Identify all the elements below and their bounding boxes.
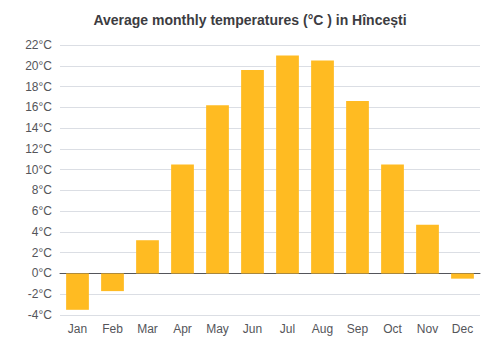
- svg-text:Apr: Apr: [173, 322, 192, 336]
- svg-text:Aug: Aug: [312, 322, 333, 336]
- svg-text:18°C: 18°C: [25, 80, 52, 94]
- svg-text:Sep: Sep: [347, 322, 369, 336]
- svg-text:Feb: Feb: [102, 322, 123, 336]
- svg-text:2°C: 2°C: [32, 246, 52, 260]
- svg-text:6°C: 6°C: [32, 204, 52, 218]
- svg-text:Oct: Oct: [383, 322, 402, 336]
- svg-text:20°C: 20°C: [25, 59, 52, 73]
- svg-text:14°C: 14°C: [25, 121, 52, 135]
- svg-text:Average monthly temperatures (: Average monthly temperatures (°C ) in Hî…: [93, 12, 406, 28]
- svg-text:4°C: 4°C: [32, 225, 52, 239]
- svg-text:0°C: 0°C: [32, 266, 52, 280]
- svg-text:Jul: Jul: [280, 322, 295, 336]
- svg-text:Jun: Jun: [243, 322, 262, 336]
- svg-text:16°C: 16°C: [25, 100, 52, 114]
- svg-text:Dec: Dec: [452, 322, 473, 336]
- svg-text:-4°C: -4°C: [28, 308, 52, 322]
- svg-text:Mar: Mar: [137, 322, 158, 336]
- svg-text:May: May: [206, 322, 229, 336]
- svg-text:Jan: Jan: [68, 322, 87, 336]
- svg-text:8°C: 8°C: [32, 183, 52, 197]
- svg-text:-2°C: -2°C: [28, 287, 52, 301]
- svg-text:10°C: 10°C: [25, 163, 52, 177]
- svg-text:Nov: Nov: [417, 322, 438, 336]
- svg-text:12°C: 12°C: [25, 142, 52, 156]
- svg-text:22°C: 22°C: [25, 38, 52, 52]
